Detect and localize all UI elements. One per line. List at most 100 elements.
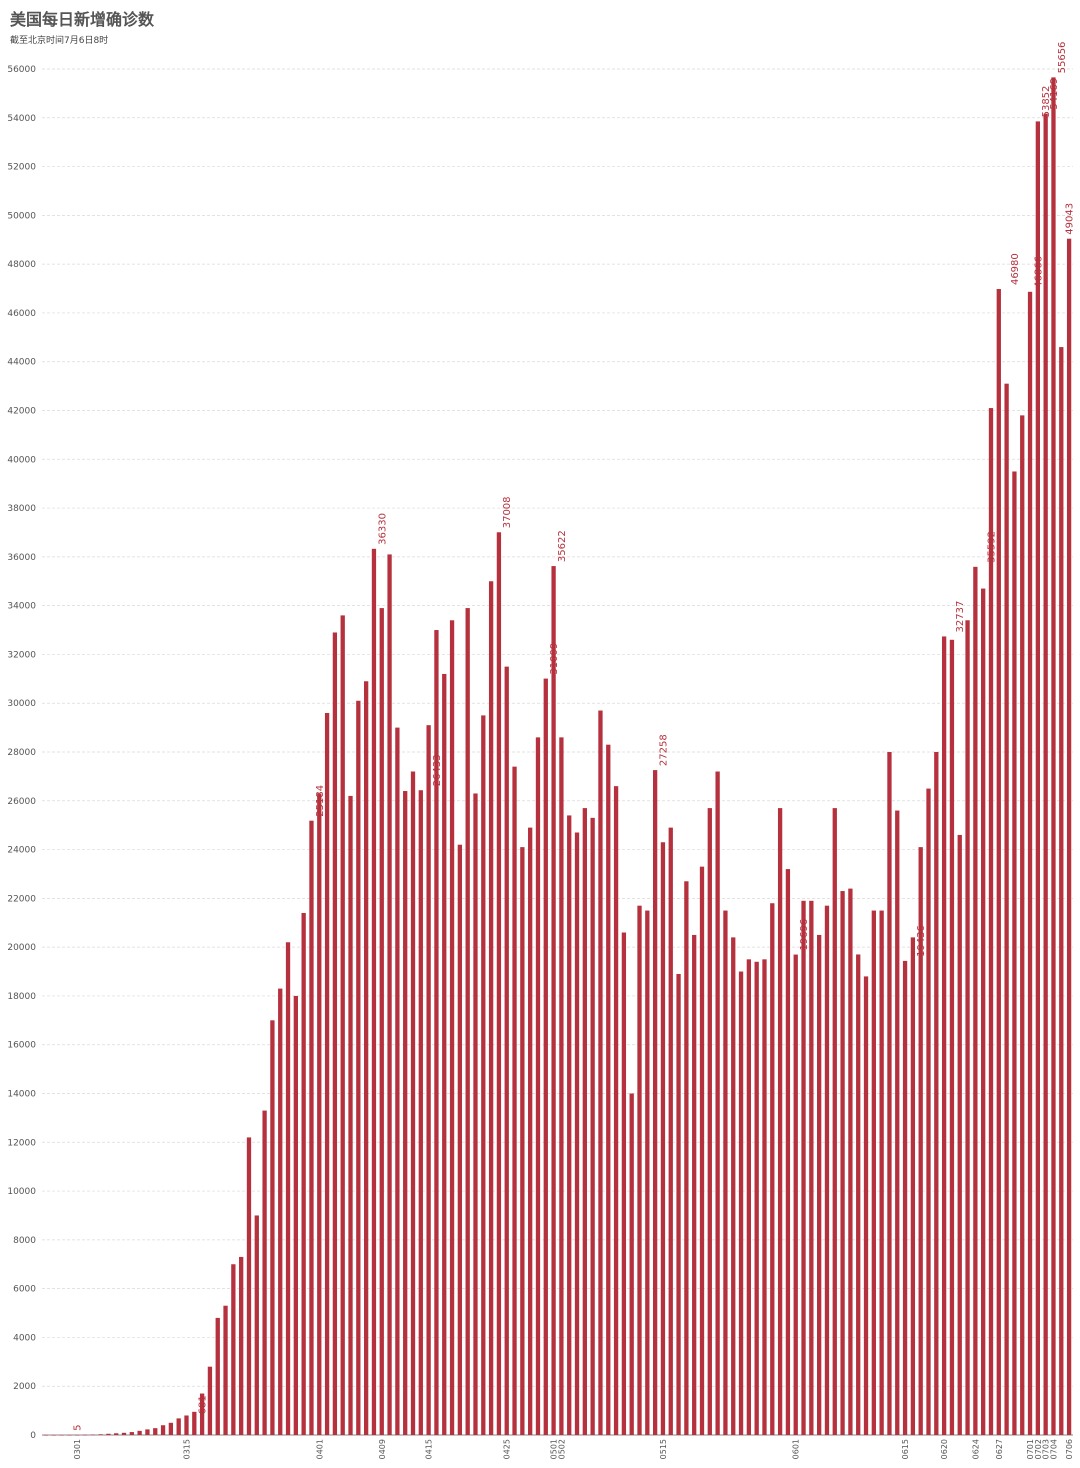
bar [246, 1137, 252, 1435]
bar [863, 976, 869, 1435]
y-tick-label: 34000 [7, 602, 36, 612]
bar [379, 608, 384, 1435]
bar [90, 1434, 95, 1436]
bar [1066, 238, 1072, 1435]
bar [418, 790, 423, 1435]
bar [598, 710, 603, 1435]
y-tick-label: 4000 [13, 1333, 36, 1343]
data-label: 46866 [1033, 256, 1044, 288]
data-label: 55656 [1057, 42, 1068, 74]
bar [184, 1415, 189, 1435]
bar [114, 1433, 119, 1435]
data-label: 26433 [432, 754, 443, 786]
bar [145, 1429, 150, 1435]
y-tick-label: 46000 [7, 309, 36, 319]
data-label: 25184 [315, 785, 326, 817]
bar [403, 791, 408, 1435]
bar [746, 959, 752, 1435]
bar [957, 834, 962, 1435]
x-tick-label: 0704 [1049, 1439, 1058, 1459]
bar [949, 639, 955, 1435]
y-tick-label: 38000 [7, 504, 36, 514]
bar [699, 866, 705, 1435]
bar [1012, 471, 1017, 1435]
bar [324, 712, 330, 1435]
y-tick-label: 2000 [13, 1382, 36, 1392]
bar [1020, 415, 1025, 1436]
bar [512, 766, 517, 1435]
bar [270, 1020, 275, 1435]
bar [457, 844, 463, 1435]
data-label: 46980 [1010, 253, 1021, 285]
y-tick-label: 48000 [7, 260, 36, 270]
bar [82, 1434, 88, 1436]
bar [121, 1432, 127, 1435]
x-tick-label: 0706 [1065, 1439, 1074, 1459]
bar [895, 810, 900, 1435]
y-tick-label: 0 [30, 1431, 36, 1441]
bar [785, 869, 791, 1435]
bar [1051, 77, 1056, 1436]
y-tick-label: 56000 [7, 65, 36, 75]
bar [754, 961, 759, 1435]
data-label: 35622 [557, 530, 568, 562]
bar [793, 954, 798, 1435]
bar [981, 588, 986, 1435]
bar [582, 808, 587, 1435]
y-tick-label: 28000 [7, 748, 36, 758]
y-tick-label: 6000 [13, 1285, 36, 1295]
x-tick-label: 0624 [971, 1439, 980, 1459]
bar [168, 1422, 174, 1435]
y-tick-label: 32000 [7, 650, 36, 660]
bar [528, 827, 533, 1435]
bar [223, 1305, 228, 1435]
bar [348, 795, 353, 1435]
y-tick-label: 22000 [7, 894, 36, 904]
data-label: 19436 [916, 925, 927, 957]
bar [840, 891, 845, 1435]
data-label: 32737 [955, 601, 966, 633]
bar [207, 1366, 213, 1435]
x-tick-label: 0701 [1026, 1439, 1035, 1459]
bar [543, 678, 548, 1435]
bar [770, 903, 775, 1435]
x-tick-label: 0409 [378, 1439, 387, 1459]
bar [504, 666, 509, 1435]
bar [51, 1434, 56, 1436]
bar [762, 959, 767, 1435]
bar [567, 815, 572, 1435]
bar [67, 1434, 72, 1436]
bar [520, 847, 525, 1435]
data-label: 5 [73, 1425, 84, 1431]
y-tick-label: 50000 [7, 211, 36, 221]
bar [481, 715, 486, 1435]
data-label: 36330 [377, 513, 388, 545]
x-tick-label: 0702 [1034, 1439, 1043, 1459]
bar [137, 1430, 142, 1435]
bar [590, 817, 595, 1435]
data-label: 37008 [502, 496, 513, 528]
bar [426, 725, 431, 1435]
chart-subtitle: 截至北京时间7月6日8时 [10, 36, 109, 46]
bar [988, 408, 994, 1436]
bar [106, 1433, 111, 1435]
bar [551, 566, 556, 1435]
bar [902, 960, 908, 1435]
bar [254, 1215, 259, 1435]
bar [559, 737, 564, 1435]
bar [621, 932, 627, 1435]
y-tick-label: 36000 [7, 553, 36, 563]
bar [301, 912, 306, 1435]
x-tick-label: 0620 [940, 1439, 949, 1459]
data-label: 681 [198, 1395, 209, 1414]
bar [395, 727, 400, 1435]
y-tick-label: 14000 [7, 1090, 36, 1100]
bar [153, 1428, 158, 1435]
bar [262, 1110, 267, 1435]
bar [371, 548, 377, 1435]
x-tick-label: 0301 [73, 1439, 82, 1459]
bar [817, 934, 822, 1435]
bar [231, 1264, 236, 1435]
bar [160, 1425, 166, 1435]
y-tick-label: 10000 [7, 1187, 36, 1197]
